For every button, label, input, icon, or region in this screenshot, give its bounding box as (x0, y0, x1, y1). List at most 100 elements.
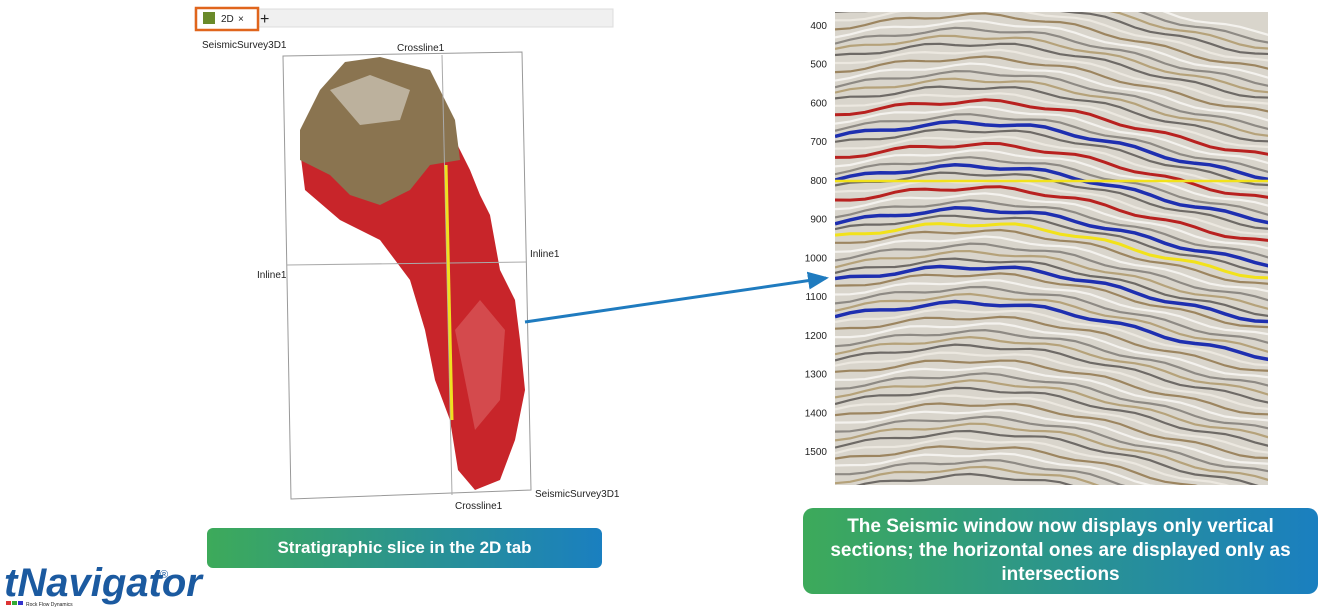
reflector (835, 272, 1268, 329)
inline-left: Inline1 (257, 270, 287, 281)
reflector (835, 179, 1268, 236)
reflector (835, 379, 1268, 439)
logo-square (18, 601, 23, 605)
seismic-section (835, 12, 1268, 485)
depth-label: 500 (810, 60, 827, 71)
reflector (835, 69, 1268, 131)
reflector (835, 214, 1268, 274)
reflector (835, 292, 1268, 353)
reflector (835, 92, 1268, 149)
section-line (444, 164, 454, 421)
depth-label: 600 (810, 98, 827, 109)
reflector (835, 264, 1268, 324)
reflector (835, 372, 1268, 430)
reflector (835, 199, 1268, 259)
tab-add[interactable]: + (260, 11, 269, 28)
tab-icon (203, 12, 215, 24)
inline (286, 261, 528, 266)
depth-label: 400 (810, 21, 827, 32)
reflector (835, 228, 1268, 285)
logo-company: Rock Flow Dynamics (26, 602, 73, 608)
reflector (835, 85, 1268, 143)
reflector (835, 55, 1268, 113)
reflector (835, 119, 1268, 182)
survey-bottom: SeismicSurvey3D1 (535, 489, 620, 500)
reflector (835, 422, 1268, 481)
reflector (835, 359, 1268, 416)
reflector (1137, 12, 1268, 44)
reflector (835, 242, 1268, 302)
reflector (835, 12, 1268, 70)
reflector (835, 328, 1268, 387)
reflector (835, 322, 1268, 379)
reflector (835, 465, 1100, 485)
reflector (835, 315, 1268, 372)
reflector (835, 445, 1198, 485)
reflector (835, 249, 1268, 310)
reflector (1109, 12, 1268, 50)
reflector (835, 105, 1268, 165)
reflector (835, 343, 1268, 404)
reflector (835, 429, 1259, 485)
reflector (835, 77, 1268, 137)
tab-label[interactable]: 2D (221, 14, 234, 25)
slice-highlight (455, 300, 505, 430)
reflector (835, 285, 1268, 344)
reflector (835, 42, 1268, 99)
reflector (835, 12, 1268, 62)
reflector (835, 162, 1268, 225)
reflector (835, 437, 1230, 485)
reflector (835, 351, 1268, 411)
reflector (835, 235, 1268, 293)
reflector (835, 26, 1268, 87)
depth-label: 900 (810, 215, 827, 226)
reflector (835, 222, 1268, 280)
reflector (835, 206, 1268, 268)
depth-label: 1300 (805, 370, 828, 381)
reflector (835, 299, 1268, 362)
depth-label: 700 (810, 137, 827, 148)
reflector (835, 128, 1268, 187)
arrow (524, 271, 829, 324)
right-caption: The Seismic window now displays only ver… (803, 508, 1318, 594)
reflector (835, 394, 1268, 454)
depth-label: 1100 (805, 292, 827, 303)
reflector (835, 113, 1268, 173)
depth-label: 1500 (805, 447, 828, 458)
reflector (1162, 12, 1268, 36)
depth-label: 1200 (805, 331, 828, 342)
logo: tNavigator (4, 561, 204, 605)
reflector (835, 135, 1268, 192)
crossline (441, 54, 453, 496)
reflector (835, 458, 1126, 485)
reflector (835, 148, 1268, 207)
crossline-top: Crossline1 (397, 43, 445, 54)
reflector (835, 278, 1268, 336)
reflector (835, 386, 1268, 447)
reflector (835, 415, 1268, 473)
reflector (835, 185, 1268, 242)
slice-light (330, 75, 410, 125)
inline-right: Inline1 (530, 249, 560, 260)
logo-square (6, 601, 11, 605)
reflector (835, 19, 1268, 79)
reflector (835, 62, 1268, 122)
logo-mark: ® (160, 569, 168, 581)
depth-label: 1400 (805, 408, 828, 419)
reflector (835, 48, 1268, 105)
reflector (835, 156, 1268, 216)
reflector (835, 335, 1268, 396)
reflector (835, 402, 1268, 460)
reflector (855, 472, 1074, 485)
tab-close[interactable]: × (238, 14, 244, 25)
reflector (835, 365, 1268, 422)
reflector (835, 12, 1268, 56)
depth-label: 1000 (805, 253, 828, 264)
reflector (835, 34, 1268, 94)
reflector (835, 257, 1268, 318)
reflector (835, 452, 1156, 485)
reflector (835, 192, 1268, 250)
reflector (835, 98, 1268, 156)
survey-label: SeismicSurvey3D1 (202, 40, 287, 51)
